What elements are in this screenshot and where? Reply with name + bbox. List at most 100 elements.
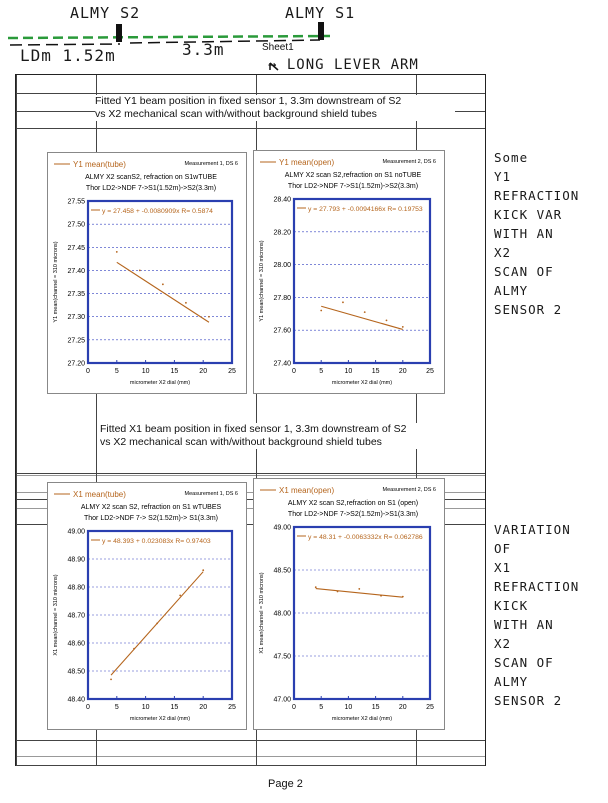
x-axis-label: micrometer X2 dial (mm) <box>332 716 392 722</box>
y-tick-label: 27.30 <box>67 314 85 321</box>
data-point <box>401 326 404 328</box>
y-tick-label: 27.50 <box>67 222 85 229</box>
x-tick-label: 20 <box>399 368 407 375</box>
chart-y1-open-svg: Y1 mean(open) Measurement 2, DS 6 ALMY X2 … <box>259 158 437 386</box>
fit-equation: y = 27.458 + -0.0080909x R= 0.5874 <box>102 208 213 215</box>
grid-row-line <box>16 508 485 509</box>
chart-subtitle-line2: Thor LD2->NDF 7->S1(1.52m)->S2(3.3m) <box>288 183 418 190</box>
x-tick-label: 5 <box>319 704 323 711</box>
note-line: SCAN OF <box>494 264 554 279</box>
chart-subtitle-line1: ALMY X2 scan S2,refraction on S1 noTUBE <box>285 172 422 179</box>
data-point <box>320 309 323 312</box>
y-title-line1: Fitted Y1 beam position in fixed sensor … <box>95 95 402 107</box>
measurement-label: Measurement 2, DS 6 <box>383 159 437 165</box>
grid-row-line <box>16 524 485 525</box>
x-tick-label: 25 <box>426 368 434 375</box>
x-tick-label: 10 <box>345 704 353 711</box>
legend-label: X1 mean(tube) <box>73 490 126 499</box>
y-tick-label: 27.80 <box>273 295 291 302</box>
legend-label: Y1 mean(open) <box>279 158 334 167</box>
x-tick-label: 20 <box>199 368 207 375</box>
x-tick-label: 0 <box>292 704 296 711</box>
y-axis-label: X1 mean(channel = 310 microns) <box>259 572 265 653</box>
x-tick-label: 20 <box>199 704 207 711</box>
note-line: REFRACTION <box>494 188 580 203</box>
x-tick-label: 10 <box>142 704 150 711</box>
beamline-drawing <box>7 22 331 71</box>
grid-row-line <box>16 755 485 757</box>
grid-row-line <box>16 499 485 500</box>
grid-row-line <box>16 491 485 493</box>
y-axis-label: X1 mean(channel = 310 microns) <box>53 574 59 655</box>
data-point <box>179 594 182 597</box>
data-point <box>115 251 118 253</box>
chart-subtitle-line1: ALMY X2 scan S2,refraction on S1 (open) <box>288 500 418 507</box>
data-point <box>314 586 317 589</box>
data-point <box>358 588 361 590</box>
x-title-line1: Fitted X1 beam position in fixed sensor … <box>100 423 407 435</box>
note-line: SCAN OF <box>494 655 554 670</box>
sensor1-label: ALMY S1 <box>285 4 356 22</box>
y-tick-label: 28.20 <box>273 229 291 236</box>
y-tick-label: 48.60 <box>67 641 85 648</box>
fit-equation: y = 27.793 + -0.0094166x R= 0.19753 <box>308 206 423 213</box>
chart-subtitle-line2: Thor LD2->NDF 7->S1(1.52m)->S2(3.3m) <box>86 185 216 192</box>
y-tick-label: 27.60 <box>273 328 291 335</box>
y-tick-label: 48.00 <box>273 611 291 618</box>
x-title-line2: vs X2 mechanical scan with/without backg… <box>100 436 382 448</box>
y-tick-label: 27.40 <box>67 268 85 275</box>
fit-line <box>315 587 403 598</box>
chart-y1-tube: Y1 mean(tube) Measurement 1, DS 6 ALMY X2 … <box>47 152 247 394</box>
x-tick-label: 10 <box>345 368 353 375</box>
y-title-line2: vs X2 mechanical scan with/without backg… <box>95 108 377 120</box>
x-axis-label: micrometer X2 dial (mm) <box>130 380 190 386</box>
fit-equation: y = 48.393 + 0.023083x R= 0.97403 <box>102 538 211 545</box>
chart-subtitle-line2: Thor LD2->NDF 7->S2(1.52m)->S1(3.3m) <box>288 511 418 518</box>
grid-row-line <box>16 473 485 474</box>
y-axis-label: Y1 mean(channel = 310 microns) <box>259 240 265 321</box>
x-tick-label: 15 <box>372 704 380 711</box>
note-line: WITH AN <box>494 617 554 632</box>
y-tick-label: 27.25 <box>67 337 85 344</box>
lever-arm-note: → LONG LEVER ARM <box>268 57 419 73</box>
measurement-label: Measurement 2, DS 6 <box>383 487 437 493</box>
grid-row-line <box>16 740 485 741</box>
sheet-label: Sheet1 <box>262 42 294 53</box>
x-tick-label: 5 <box>319 368 323 375</box>
data-point <box>161 283 164 286</box>
note-line: VARIATION <box>494 522 571 537</box>
x-section-title: Fitted X1 beam position in fixed sensor … <box>100 423 460 449</box>
note-line: Some <box>494 150 529 165</box>
plot-frame <box>86 199 234 365</box>
y-tick-label: 48.70 <box>67 613 85 620</box>
fit-line <box>116 261 210 323</box>
y-tick-label: 48.50 <box>67 669 85 676</box>
data-point <box>110 678 112 681</box>
chart-x1-tube-svg: X1 mean(tube) Measurement 1, DS 6 ALMY X2 … <box>53 490 238 722</box>
y-tick-label: 28.00 <box>273 262 291 269</box>
legend-label: X1 mean(open) <box>279 486 334 495</box>
page-number: Page 2 <box>268 778 303 790</box>
y-tick-label: 27.35 <box>67 291 85 298</box>
x-tick-label: 20 <box>399 704 407 711</box>
x-tick-label: 25 <box>228 368 236 375</box>
y-tick-label: 49.00 <box>67 529 85 536</box>
note-line: ALMY <box>494 283 529 298</box>
grid-col-line <box>256 75 257 765</box>
y-tick-label: 27.40 <box>273 361 291 368</box>
fit-line <box>321 305 403 330</box>
note-line: Y1 <box>494 169 512 184</box>
note-line: KICK <box>494 598 529 613</box>
beamline-sketch <box>7 22 331 71</box>
chart-x1-open: X1 mean(open) Measurement 2, DS 6 ALMY X2 … <box>253 478 445 730</box>
x-tick-label: 0 <box>292 368 296 375</box>
x-tick-label: 15 <box>171 368 179 375</box>
ld-distance-label: LDm 1.52m <box>20 46 116 65</box>
data-point <box>202 569 205 572</box>
y-tick-label: 48.90 <box>67 557 85 564</box>
data-point <box>363 311 366 314</box>
chart-y1-tube-svg: Y1 mean(tube) Measurement 1, DS 6 ALMY X2 … <box>53 160 238 386</box>
y-tick-label: 47.50 <box>273 654 291 661</box>
y1-notes: Some Y1 REFRACTION KICK VAR WITH AN X2 SCAN OF… <box>494 148 579 319</box>
data-point <box>138 269 141 272</box>
